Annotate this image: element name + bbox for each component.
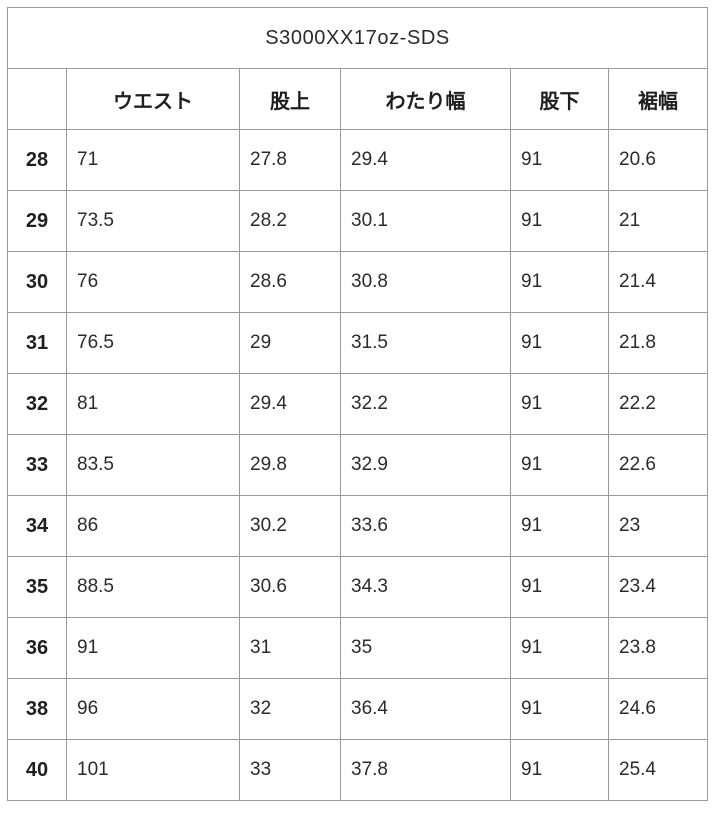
size-cell: 30 (7, 251, 67, 313)
table-body: 28 71 27.8 29.4 91 20.6 29 73.5 28.2 30.1 91 21 30 76… (7, 129, 709, 801)
waist-cell: 83.5 (66, 434, 240, 496)
inseam-cell: 91 (510, 434, 609, 496)
hem-width-cell: 20.6 (607, 129, 709, 191)
thigh-width-cell: 34.3 (340, 556, 511, 618)
table-row: 30 76 28.6 30.8 91 21.4 (7, 251, 709, 313)
rise-cell: 33 (239, 739, 341, 801)
table-head: S3000XX17oz-SDS ウエスト 股上 わたり幅 股下 裾幅 (6, 7, 709, 130)
hem-width-cell: 22.2 (607, 373, 709, 435)
hem-width-cell: 21.4 (607, 251, 709, 313)
waist-cell: 88.5 (66, 556, 240, 618)
header-hem-width: 裾幅 (607, 68, 709, 130)
size-cell: 33 (7, 434, 67, 496)
table-row: 29 73.5 28.2 30.1 91 21 (7, 190, 709, 252)
inseam-cell: 91 (510, 129, 609, 191)
thigh-width-cell: 33.6 (340, 495, 511, 557)
size-chart-table: S3000XX17oz-SDS ウエスト 股上 わたり幅 股下 裾幅 28 71 2… (6, 7, 709, 801)
size-cell: 35 (7, 556, 67, 618)
thigh-width-cell: 35 (340, 617, 511, 679)
thigh-width-cell: 37.8 (340, 739, 511, 801)
header-row: ウエスト 股上 わたり幅 股下 裾幅 (7, 68, 709, 130)
inseam-cell: 91 (510, 190, 609, 252)
table-row: 31 76.5 29 31.5 91 21.8 (7, 312, 709, 374)
size-cell: 34 (7, 495, 67, 557)
hem-width-cell: 22.6 (607, 434, 709, 496)
size-cell: 36 (7, 617, 67, 679)
waist-cell: 91 (66, 617, 240, 679)
rise-cell: 28.2 (239, 190, 341, 252)
rise-cell: 27.8 (239, 129, 341, 191)
waist-cell: 76 (66, 251, 240, 313)
thigh-width-cell: 29.4 (340, 129, 511, 191)
rise-cell: 30.6 (239, 556, 341, 618)
hem-width-cell: 24.6 (607, 678, 709, 740)
waist-cell: 71 (66, 129, 240, 191)
rise-cell: 28.6 (239, 251, 341, 313)
header-rise: 股上 (239, 68, 341, 130)
inseam-cell: 91 (510, 373, 609, 435)
hem-width-cell: 25.4 (607, 739, 709, 801)
size-cell: 40 (7, 739, 67, 801)
rise-cell: 29.4 (239, 373, 341, 435)
table-row: 33 83.5 29.8 32.9 91 22.6 (7, 434, 709, 496)
thigh-width-cell: 36.4 (340, 678, 511, 740)
table-title: S3000XX17oz-SDS (6, 7, 709, 69)
thigh-width-cell: 31.5 (340, 312, 511, 374)
inseam-cell: 91 (510, 495, 609, 557)
header-inseam: 股下 (510, 68, 609, 130)
waist-cell: 86 (66, 495, 240, 557)
waist-cell: 81 (66, 373, 240, 435)
rise-cell: 29.8 (239, 434, 341, 496)
hem-width-cell: 21 (607, 190, 709, 252)
size-cell: 29 (7, 190, 67, 252)
waist-cell: 101 (66, 739, 240, 801)
hem-width-cell: 23.8 (607, 617, 709, 679)
size-cell: 32 (7, 373, 67, 435)
title-row: S3000XX17oz-SDS (6, 7, 709, 69)
table-row: 35 88.5 30.6 34.3 91 23.4 (7, 556, 709, 618)
table-row: 28 71 27.8 29.4 91 20.6 (7, 129, 709, 191)
thigh-width-cell: 32.9 (340, 434, 511, 496)
rise-cell: 32 (239, 678, 341, 740)
table-row: 34 86 30.2 33.6 91 23 (7, 495, 709, 557)
inseam-cell: 91 (510, 678, 609, 740)
table-row: 40 101 33 37.8 91 25.4 (7, 739, 709, 801)
size-cell: 28 (7, 129, 67, 191)
rise-cell: 29 (239, 312, 341, 374)
size-cell: 38 (7, 678, 67, 740)
inseam-cell: 91 (510, 739, 609, 801)
waist-cell: 96 (66, 678, 240, 740)
table-row: 38 96 32 36.4 91 24.6 (7, 678, 709, 740)
table-row: 32 81 29.4 32.2 91 22.2 (7, 373, 709, 435)
thigh-width-cell: 30.8 (340, 251, 511, 313)
header-thigh-width: わたり幅 (340, 68, 511, 130)
inseam-cell: 91 (510, 556, 609, 618)
table-row: 36 91 31 35 91 23.8 (7, 617, 709, 679)
size-cell: 31 (7, 312, 67, 374)
inseam-cell: 91 (510, 312, 609, 374)
waist-cell: 76.5 (66, 312, 240, 374)
hem-width-cell: 23 (607, 495, 709, 557)
rise-cell: 31 (239, 617, 341, 679)
thigh-width-cell: 32.2 (340, 373, 511, 435)
waist-cell: 73.5 (66, 190, 240, 252)
thigh-width-cell: 30.1 (340, 190, 511, 252)
inseam-cell: 91 (510, 251, 609, 313)
hem-width-cell: 23.4 (607, 556, 709, 618)
inseam-cell: 91 (510, 617, 609, 679)
header-waist: ウエスト (66, 68, 240, 130)
header-size (7, 68, 67, 130)
rise-cell: 30.2 (239, 495, 341, 557)
hem-width-cell: 21.8 (607, 312, 709, 374)
